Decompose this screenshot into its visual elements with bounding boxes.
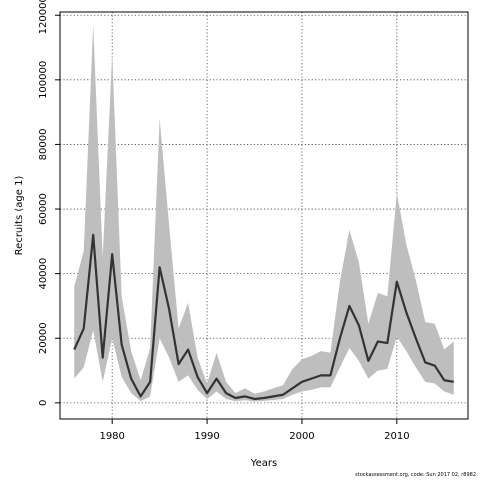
recruits-line — [73, 233, 454, 401]
footer-credit: stockassessment.org, code: Sun 2017 02, … — [355, 472, 476, 478]
y-tick-label: 80000 — [38, 129, 49, 161]
y-tick-label: 0 — [38, 400, 49, 406]
x-axis: 1980 1990 2000 2010 — [99, 419, 410, 442]
x-axis-label: Years — [250, 458, 277, 469]
y-tick-label: 100000 — [38, 61, 49, 99]
y-tick-label: 40000 — [38, 258, 49, 290]
x-tick-label: 2000 — [289, 431, 314, 442]
y-axis: 0 20000 40000 60000 80000 100000 120000 — [38, 0, 60, 406]
confidence-band — [74, 24, 454, 402]
y-tick-label: 120000 — [38, 0, 49, 34]
y-tick-label: 60000 — [38, 193, 49, 225]
y-tick-label: 20000 — [38, 322, 49, 354]
y-axis-label: Recruits (age 1) — [14, 176, 25, 256]
plot-frame — [59, 11, 469, 420]
x-tick-label: 1990 — [194, 431, 219, 442]
x-tick-label: 1980 — [99, 431, 124, 442]
x-tick-label: 2010 — [384, 431, 409, 442]
